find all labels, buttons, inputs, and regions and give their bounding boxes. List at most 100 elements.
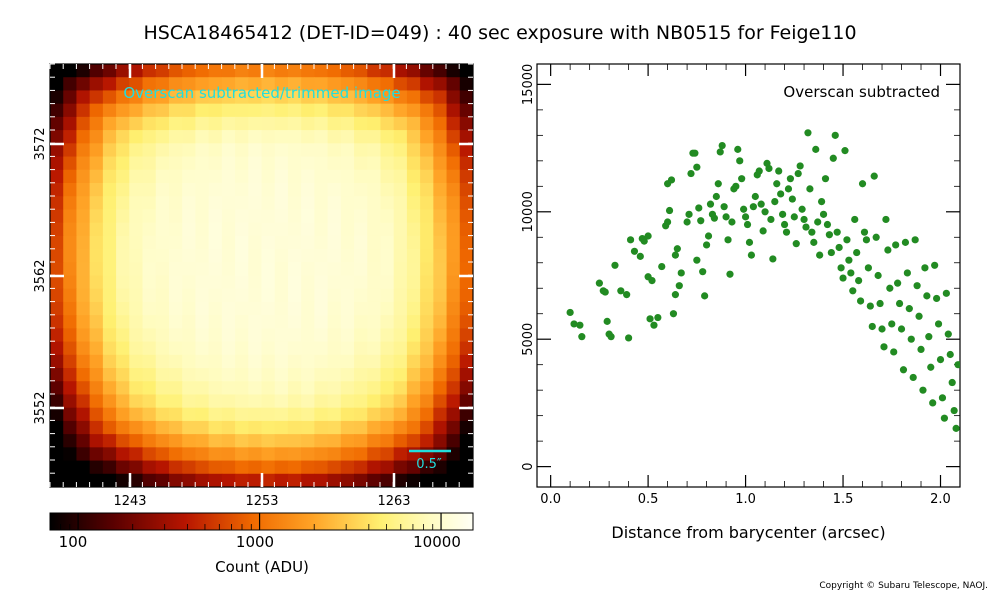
heatmap-pixel	[116, 103, 130, 118]
scatter-point	[817, 198, 826, 206]
scatter-point	[808, 228, 816, 236]
heatmap-pixel	[168, 315, 183, 329]
heatmap-pixel	[182, 182, 196, 197]
heatmap-pixel	[261, 420, 276, 435]
heatmap-pixel	[393, 420, 408, 435]
heatmap-pixel	[287, 222, 302, 237]
heatmap-pixel	[314, 156, 329, 171]
scatter-point	[845, 256, 853, 264]
scatter-point	[925, 333, 933, 341]
heatmap-pixel	[182, 460, 196, 475]
heatmap-pixel	[340, 407, 355, 422]
heatmap-pixel	[354, 249, 368, 263]
heatmap-pixel	[420, 130, 434, 144]
heatmap-pixel	[235, 90, 249, 105]
heatmap-pixel	[301, 77, 315, 91]
scatter-point	[765, 164, 773, 173]
scatter-point	[899, 366, 908, 374]
heatmap-pixel	[195, 473, 210, 488]
heatmap-pixel	[248, 222, 262, 237]
heatmap-pixel	[367, 64, 381, 78]
scatter-point	[685, 210, 693, 218]
scatter-point	[843, 236, 851, 244]
heatmap-pixel	[129, 288, 144, 303]
scale-bar-label: 0.5″	[416, 457, 442, 472]
heatmap-pixel	[168, 116, 183, 131]
heatmap-pixel	[63, 143, 77, 158]
heatmap-pixel	[221, 196, 236, 210]
heatmap-pixel	[367, 90, 381, 105]
heatmap-pixel	[446, 354, 461, 369]
heatmap-pixel	[261, 354, 276, 369]
scatter-y-tick-label: 0	[521, 462, 536, 470]
scatter-point	[675, 282, 683, 290]
heatmap-pixel	[327, 169, 342, 184]
heatmap-pixel	[420, 169, 434, 184]
heatmap-pixel	[274, 368, 289, 382]
heatmap-pixel	[420, 288, 434, 303]
scatter-point	[648, 276, 656, 285]
heatmap-pixel	[406, 262, 421, 276]
heatmap-pixel	[89, 209, 104, 224]
heatmap-pixel	[393, 473, 408, 488]
heatmap-pixel	[235, 354, 249, 369]
heatmap-pixel	[261, 156, 276, 171]
heatmap-pixel	[142, 143, 157, 158]
heatmap-pixel	[248, 64, 262, 78]
heatmap-pixel	[287, 116, 302, 131]
heatmap-pixel	[89, 77, 104, 91]
heatmap-pixel	[155, 315, 170, 329]
heatmap-pixel	[406, 354, 421, 369]
scatter-point	[864, 264, 872, 272]
heatmap-pixel	[433, 341, 448, 356]
scatter-point	[784, 185, 793, 193]
heatmap-pixel	[221, 90, 236, 105]
heatmap-pixel	[155, 143, 170, 158]
heatmap-pixel	[327, 222, 342, 237]
heatmap-pixel	[287, 143, 302, 158]
heatmap-pixel	[274, 222, 289, 237]
scatter-point	[625, 334, 633, 342]
heatmap-pixel	[459, 368, 474, 382]
y-tick-label-3562: 3562	[33, 259, 48, 292]
heatmap-pixel	[50, 130, 64, 144]
heatmap-pixel	[459, 420, 474, 435]
heatmap-pixel	[208, 116, 223, 131]
heatmap-pixel	[116, 64, 130, 78]
heatmap-pixel	[63, 407, 77, 422]
heatmap-pixel	[287, 407, 302, 422]
heatmap-pixel	[76, 315, 91, 329]
heatmap-pixel	[116, 156, 130, 171]
heatmap-pixel	[459, 341, 474, 356]
heatmap-pixel	[89, 407, 104, 422]
scatter-point	[749, 203, 757, 211]
heatmap-pixel	[235, 420, 249, 435]
heatmap-pixel	[235, 222, 249, 237]
heatmap-pixel	[327, 262, 342, 276]
heatmap-pixel	[248, 394, 262, 409]
heatmap-pixel	[314, 262, 329, 276]
scatter-point	[831, 131, 839, 139]
heatmap-pixel	[248, 460, 262, 475]
heatmap-pixel	[287, 368, 302, 382]
heatmap-pixel	[248, 354, 262, 369]
heatmap-pixel	[76, 354, 91, 369]
heatmap-pixel	[287, 315, 302, 329]
heatmap-pixel	[155, 354, 170, 369]
heatmap-pixel	[208, 222, 223, 237]
scatter-point	[650, 321, 658, 329]
heatmap-pixel	[287, 77, 302, 91]
heatmap-pixel	[63, 420, 77, 435]
heatmap-pixel	[301, 381, 315, 395]
heatmap-pixel	[261, 288, 276, 303]
scatter-point	[841, 147, 849, 155]
heatmap-pixel	[459, 460, 474, 475]
heatmap-pixel	[327, 420, 342, 435]
scatter-point	[745, 238, 754, 246]
scatter-point	[819, 210, 828, 218]
heatmap-pixel	[420, 222, 434, 237]
heatmap-pixel	[340, 90, 355, 105]
heatmap-pixel	[393, 196, 408, 210]
heatmap-pixel	[340, 275, 355, 290]
heatmap-pixel	[195, 182, 210, 197]
